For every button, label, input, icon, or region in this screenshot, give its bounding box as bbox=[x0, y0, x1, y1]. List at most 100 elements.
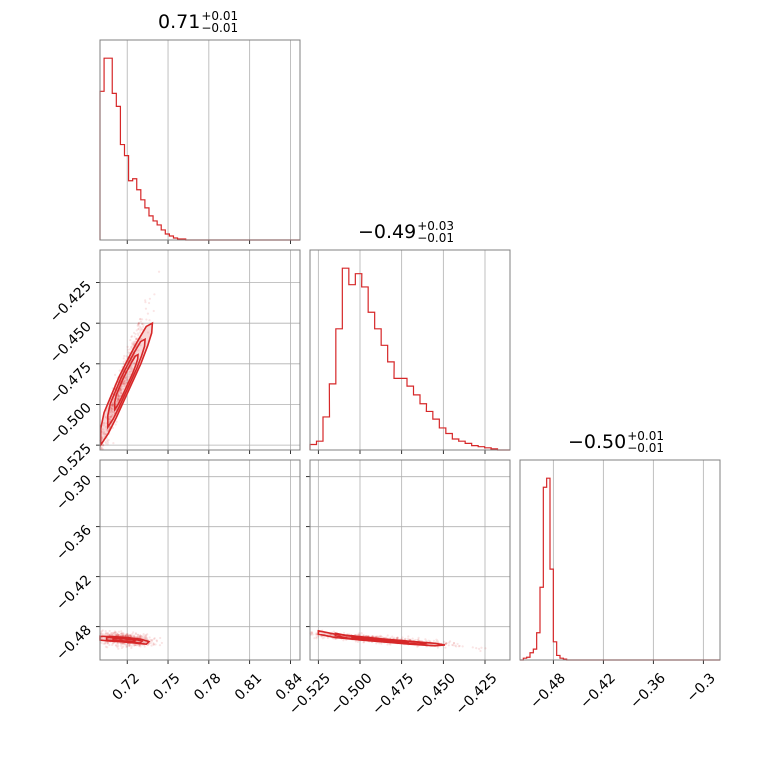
sample-point bbox=[432, 639, 435, 642]
sample-point bbox=[357, 633, 360, 637]
sample-point bbox=[395, 636, 399, 640]
sample-point bbox=[112, 402, 115, 405]
sample-point bbox=[138, 331, 142, 334]
sample-point bbox=[326, 636, 329, 640]
sample-point bbox=[125, 355, 128, 358]
sample-point bbox=[417, 636, 420, 639]
sample-point bbox=[362, 634, 366, 637]
sample-point bbox=[120, 385, 123, 388]
sample-point bbox=[137, 321, 140, 325]
sample-point bbox=[106, 642, 110, 645]
sample-point bbox=[125, 644, 128, 647]
sample-point bbox=[104, 630, 107, 633]
sample-point bbox=[106, 443, 109, 446]
sample-point bbox=[116, 645, 119, 649]
sample-point bbox=[130, 345, 134, 348]
sample-point bbox=[153, 293, 156, 296]
sample-point bbox=[129, 634, 132, 637]
sample-point bbox=[129, 635, 132, 638]
sample-point bbox=[122, 380, 125, 383]
sample-point bbox=[132, 635, 136, 638]
sample-point bbox=[125, 378, 129, 381]
sample-point bbox=[129, 635, 132, 638]
sample-point bbox=[123, 634, 126, 637]
sample-point bbox=[152, 643, 155, 646]
sample-point bbox=[455, 645, 458, 648]
sample-point bbox=[366, 634, 370, 638]
sample-point bbox=[154, 643, 157, 646]
sample-point bbox=[106, 646, 109, 649]
sample-point bbox=[116, 400, 119, 403]
sample-point bbox=[130, 364, 133, 367]
sample-point bbox=[129, 635, 132, 638]
sample-point bbox=[118, 395, 121, 398]
sample-point bbox=[148, 297, 152, 300]
sample-point bbox=[334, 637, 337, 641]
sample-point bbox=[136, 633, 139, 636]
sample-point bbox=[136, 332, 140, 335]
sample-point bbox=[140, 635, 143, 638]
sample-point bbox=[111, 407, 114, 411]
sample-point bbox=[116, 632, 119, 635]
sample-point bbox=[126, 633, 129, 636]
sample-point bbox=[114, 423, 117, 426]
sample-point bbox=[145, 636, 148, 639]
sample-point bbox=[144, 634, 147, 637]
sample-point bbox=[417, 638, 420, 641]
sample-point bbox=[113, 632, 116, 635]
sample-point bbox=[100, 631, 103, 634]
sample-point bbox=[110, 415, 113, 418]
sample-point bbox=[109, 407, 113, 410]
panel-frame bbox=[99, 249, 301, 451]
sample-point bbox=[119, 387, 122, 390]
sample-point bbox=[102, 421, 105, 424]
sample-point bbox=[115, 644, 118, 647]
sample-point bbox=[141, 328, 144, 331]
sample-point bbox=[106, 439, 109, 442]
sample-point bbox=[332, 630, 336, 633]
sample-point bbox=[457, 645, 461, 648]
sample-point bbox=[152, 643, 155, 646]
sample-point bbox=[117, 633, 120, 637]
sample-point bbox=[320, 635, 323, 638]
sample-point bbox=[105, 632, 108, 635]
density-contour bbox=[351, 634, 410, 644]
sample-point bbox=[111, 411, 115, 414]
sample-point bbox=[445, 642, 448, 645]
sample-point bbox=[106, 642, 109, 645]
sample-point bbox=[125, 634, 128, 637]
histogram-step bbox=[309, 267, 510, 451]
sample-point bbox=[117, 399, 120, 402]
sample-point bbox=[120, 644, 123, 647]
title-lower-error: −0.01 bbox=[417, 231, 455, 245]
sample-point bbox=[100, 641, 103, 644]
sample-point bbox=[424, 638, 427, 641]
sample-point bbox=[139, 329, 142, 332]
sample-point bbox=[134, 340, 137, 343]
sample-point bbox=[330, 634, 333, 637]
sample-point bbox=[152, 309, 155, 313]
sample-point bbox=[124, 633, 127, 637]
sample-point bbox=[138, 325, 141, 328]
sample-point bbox=[130, 635, 133, 638]
sample-point bbox=[144, 635, 148, 638]
sample-point bbox=[360, 632, 363, 635]
density-contour bbox=[113, 353, 139, 413]
sample-point bbox=[120, 630, 123, 633]
sample-point bbox=[100, 446, 103, 449]
sample-point bbox=[109, 637, 112, 640]
y-tick-label: −0.42 bbox=[53, 572, 95, 614]
sample-point bbox=[104, 641, 107, 644]
sample-point bbox=[404, 637, 407, 641]
sample-point bbox=[123, 383, 126, 386]
sample-point bbox=[119, 394, 122, 397]
sample-point bbox=[117, 634, 120, 637]
sample-point bbox=[111, 633, 114, 637]
sample-point bbox=[111, 413, 115, 417]
sample-point bbox=[108, 643, 111, 647]
sample-point bbox=[386, 643, 389, 646]
sample-point bbox=[323, 636, 326, 639]
sample-point bbox=[132, 643, 135, 646]
sample-point bbox=[108, 629, 111, 633]
sample-point bbox=[102, 642, 105, 645]
